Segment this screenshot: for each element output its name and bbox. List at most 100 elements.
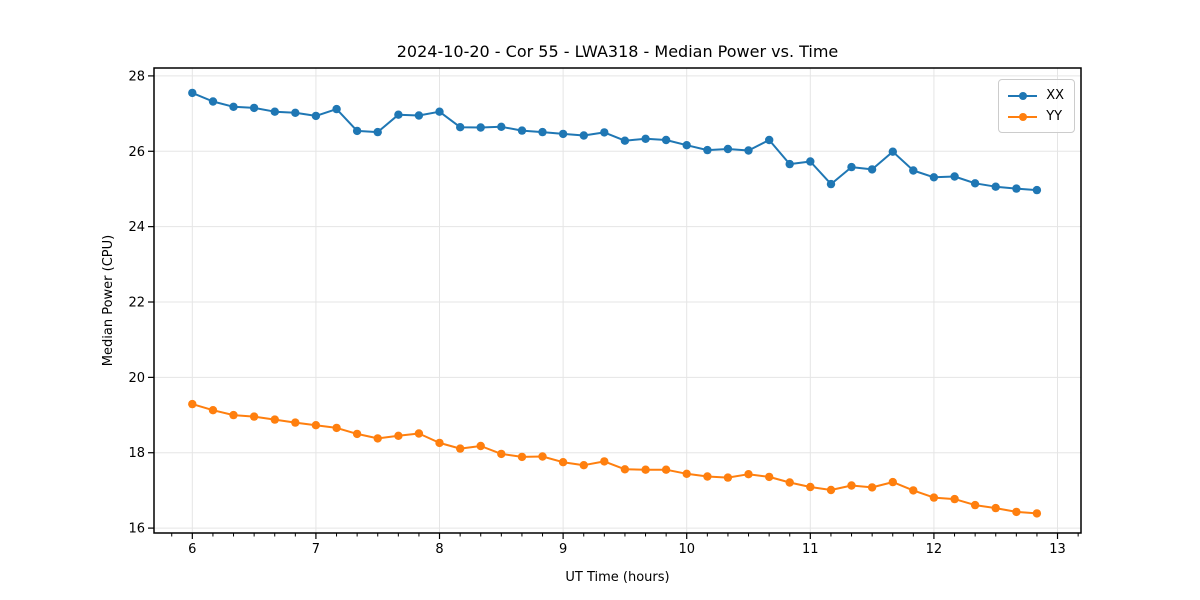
data-point — [744, 146, 753, 155]
data-point — [723, 144, 733, 154]
legend-marker-icon — [1008, 112, 1038, 121]
data-point — [991, 182, 1000, 191]
data-point — [332, 423, 341, 433]
y-axis-label: Median Power (CPU) — [101, 235, 116, 366]
x-tick-label: 12 — [926, 542, 943, 557]
data-point — [661, 465, 671, 474]
data-point — [867, 483, 877, 492]
axes — [148, 67, 1082, 539]
data-point — [1012, 507, 1021, 517]
data-point — [765, 472, 774, 482]
x-tick-label: 7 — [312, 542, 320, 557]
data-point — [991, 503, 1000, 513]
x-tick-label: 8 — [435, 542, 443, 557]
data-point — [188, 88, 197, 98]
data-point — [311, 421, 321, 430]
data-point — [806, 482, 815, 492]
x-axis-label: UT Time (hours) — [565, 570, 669, 585]
data-point — [806, 157, 815, 166]
data-point — [1012, 184, 1021, 193]
data-point — [723, 473, 733, 482]
data-point — [661, 135, 671, 145]
data-point — [847, 162, 856, 172]
data-point — [249, 103, 259, 113]
data-point — [620, 136, 630, 145]
data-point — [229, 410, 238, 420]
data-point — [744, 470, 753, 479]
data-point — [208, 97, 218, 106]
data-point — [579, 131, 588, 140]
data-point — [476, 123, 485, 132]
data-point — [970, 179, 980, 188]
data-point — [229, 102, 238, 112]
data-point — [888, 147, 897, 156]
data-point — [867, 165, 877, 174]
data-point — [909, 166, 918, 175]
data-point — [579, 461, 588, 470]
x-tick-label: 6 — [188, 542, 196, 557]
data-point — [785, 478, 794, 487]
data-point — [435, 438, 444, 448]
data-point — [373, 127, 382, 137]
series-line — [192, 403, 1037, 515]
data-point — [517, 126, 527, 135]
data-point — [456, 444, 465, 453]
data-point — [208, 406, 218, 415]
data-point — [270, 107, 279, 116]
data-point — [249, 412, 259, 421]
legend-marker-icon — [1008, 91, 1038, 100]
y-tick-label: 28 — [128, 69, 145, 84]
data-point — [929, 173, 939, 182]
data-point — [929, 493, 939, 502]
legend-item-yy: YY — [1008, 106, 1064, 127]
data-point — [332, 104, 341, 114]
data-point — [909, 486, 918, 495]
data-point — [558, 129, 568, 139]
data-point — [352, 126, 362, 136]
legend: XX YY — [998, 79, 1075, 133]
data-point — [394, 110, 403, 119]
data-point — [950, 172, 959, 181]
data-point — [291, 418, 300, 427]
series-xx — [188, 88, 1042, 195]
x-tick-label: 10 — [678, 542, 695, 557]
legend-label: YY — [1046, 109, 1063, 124]
data-point — [435, 107, 444, 116]
data-point — [270, 415, 279, 424]
data-point — [414, 111, 424, 120]
data-point — [785, 159, 794, 169]
legend-label: XX — [1046, 88, 1064, 103]
data-point — [476, 441, 485, 451]
y-tick-label: 24 — [128, 220, 145, 235]
x-tick-label: 9 — [559, 542, 567, 557]
data-point — [703, 145, 712, 155]
data-point — [765, 135, 774, 145]
chart-title: 2024-10-20 - Cor 55 - LWA318 - Median Po… — [397, 42, 839, 61]
series-yy — [188, 399, 1042, 518]
data-point — [538, 127, 547, 137]
data-point — [950, 494, 959, 504]
plot-area-border — [153, 67, 1082, 534]
data-point — [188, 399, 197, 409]
data-point — [1032, 185, 1042, 195]
data-point — [517, 452, 527, 462]
y-tick-label: 20 — [128, 371, 145, 386]
data-point — [641, 465, 650, 474]
y-tick-label: 26 — [128, 145, 145, 160]
data-point — [497, 122, 506, 131]
y-tick-label: 18 — [128, 446, 145, 461]
data-point — [497, 449, 506, 459]
legend-item-xx: XX — [1008, 85, 1064, 106]
data-point — [414, 429, 424, 438]
data-point — [641, 134, 650, 143]
data-point — [682, 141, 691, 150]
y-tick-label: 22 — [128, 296, 145, 311]
data-point — [703, 472, 712, 481]
data-point — [352, 429, 362, 439]
data-point — [456, 123, 465, 132]
x-tick-label: 11 — [802, 542, 819, 557]
data-point — [682, 469, 691, 478]
data-point — [826, 485, 836, 495]
data-point — [888, 477, 897, 487]
